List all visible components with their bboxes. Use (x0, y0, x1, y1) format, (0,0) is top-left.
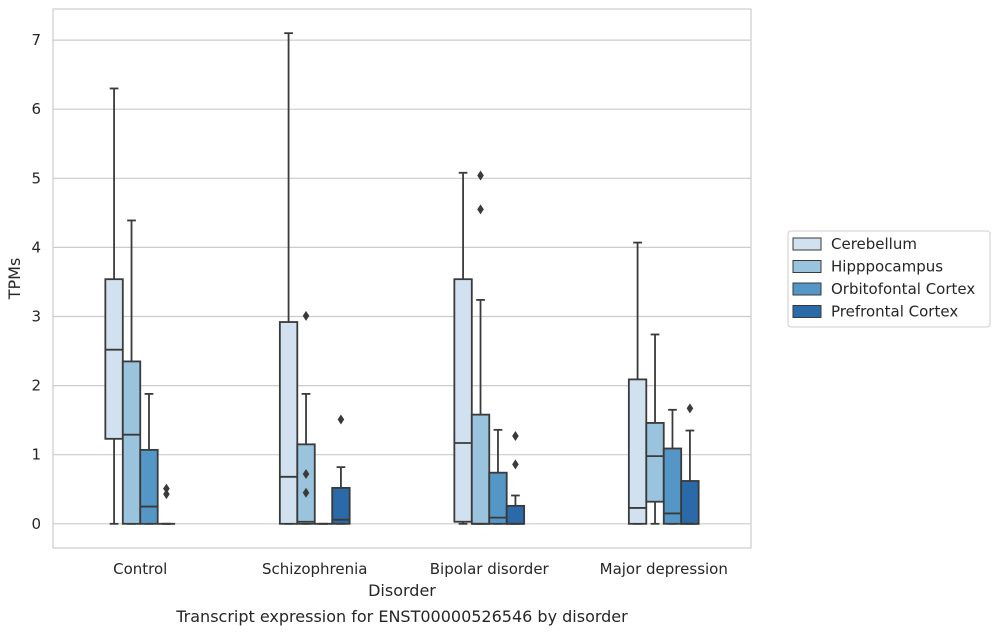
legend-entry: Cerebellum (792, 235, 917, 253)
legend-entry: Hipppocampus (792, 258, 943, 276)
box (278, 321, 299, 525)
box-plot (453, 171, 473, 525)
box-plot (470, 170, 491, 525)
box (121, 360, 142, 525)
outlier-point (477, 204, 484, 215)
box-plot (331, 414, 351, 525)
box (331, 486, 351, 525)
box (662, 447, 683, 525)
legend-label: Cerebellum (831, 235, 917, 253)
legend-swatch (792, 260, 822, 273)
box-plot (645, 333, 665, 525)
box (139, 448, 159, 525)
box-plot (104, 87, 124, 525)
outlier-point (302, 487, 310, 498)
legend-swatch (792, 237, 822, 251)
legend-frame (787, 230, 991, 328)
box (104, 278, 124, 440)
legend-label: Prefrontal Cortex (831, 303, 958, 321)
y-tick-label: 3 (31, 308, 41, 326)
y-tick-label: 6 (31, 100, 41, 118)
box-plot (488, 428, 508, 525)
legend-entry: Prefrontal Cortex (792, 303, 958, 321)
y-tick-label: 5 (31, 169, 41, 187)
y-tick-label: 2 (31, 377, 41, 395)
box-plot (680, 403, 700, 525)
box (296, 443, 316, 525)
plot-area (52, 8, 752, 549)
box-plot (121, 219, 142, 525)
x-axis-label: Disorder (368, 581, 436, 600)
box-plot (505, 431, 526, 525)
outlier-point (686, 403, 694, 414)
outlier-point (302, 469, 310, 480)
outlier-point (512, 431, 519, 442)
box (470, 413, 491, 525)
box (453, 278, 473, 523)
x-axis: Control Schizophrenia Bipolar disorder Majo… (113, 560, 728, 578)
outlier-point (337, 414, 345, 425)
box (505, 504, 526, 525)
box-plot (627, 241, 648, 525)
y-tick-label: 7 (31, 31, 41, 49)
box-plots (104, 32, 700, 525)
grid-lines (53, 39, 751, 525)
box (680, 480, 700, 525)
box-plot (139, 393, 159, 525)
y-tick-label: 4 (31, 238, 41, 256)
y-axis: 0 1 2 3 4 5 6 7 (31, 31, 41, 533)
box-plot (278, 32, 299, 525)
x-tick-label: Control (113, 560, 167, 578)
box (627, 378, 648, 525)
y-tick-label: 1 (31, 446, 41, 464)
y-tick-label: 0 (31, 515, 41, 533)
box-plot (296, 310, 316, 525)
legend: Cerebellum Hipppocampus Orbitofontal Corte… (787, 230, 991, 328)
outlier-point (163, 483, 170, 494)
legend-swatch (792, 305, 822, 318)
outlier-point (512, 459, 519, 470)
box-plot (662, 408, 683, 525)
legend-entry: Orbitofontal Cortex (792, 280, 975, 298)
box (488, 471, 508, 525)
box (645, 422, 665, 503)
legend-label: Orbitofontal Cortex (831, 280, 975, 298)
box-plot (157, 483, 176, 525)
chart-caption: Transcript expression for ENST0000052654… (175, 607, 628, 626)
y-axis-label: TPMs (5, 258, 24, 301)
legend-swatch (792, 282, 822, 296)
outlier-point (163, 489, 170, 500)
outlier-point (302, 310, 310, 321)
x-tick-label: Major depression (600, 560, 728, 578)
outlier-point (477, 170, 484, 181)
x-tick-label: Bipolar disorder (430, 560, 550, 578)
x-tick-label: Schizophrenia (262, 560, 367, 578)
legend-label: Hipppocampus (831, 258, 943, 276)
